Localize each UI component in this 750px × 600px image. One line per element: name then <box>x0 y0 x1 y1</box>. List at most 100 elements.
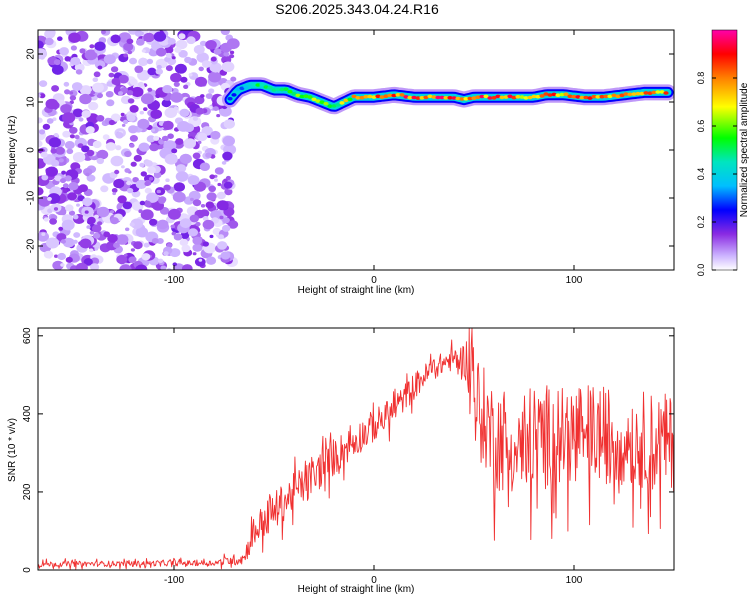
spectrogram-noise-cell <box>213 48 222 55</box>
spectrogram-noise-cell <box>170 224 176 229</box>
ridge-peak-cell <box>587 96 593 100</box>
ridge-peak-cell <box>351 94 357 99</box>
spectrogram-noise-cell <box>192 243 203 252</box>
spectrogram-noise-cell <box>200 204 206 208</box>
spectrogram-noise-cell <box>85 172 90 177</box>
spectrogram-noise-cell <box>149 143 159 152</box>
spectrogram-noise-cell <box>117 91 124 96</box>
spectrogram-noise-cell <box>56 233 67 242</box>
spectrogram-noise-cell <box>91 224 102 233</box>
spectrogram-y-axis-label: Frequency (Hz) <box>7 116 18 185</box>
spectrogram-noise-cell <box>120 112 125 117</box>
spectrogram-noise-cell <box>223 51 230 57</box>
spectrogram-noise-cell <box>164 153 178 165</box>
spectrogram-noise-cell <box>62 188 68 193</box>
spectrogram-noise-cell <box>199 40 207 47</box>
spectrogram-noise-cell <box>118 74 129 84</box>
spectrogram-noise-cell <box>58 158 64 163</box>
ridge-peak-cell <box>359 95 365 100</box>
spectrogram-noise-cell <box>171 56 176 60</box>
spectrogram-noise-cell <box>62 130 71 138</box>
spectrogram-noise-cell <box>85 126 95 134</box>
spectrogram-noise-cell <box>170 92 183 103</box>
spectrogram-noise-cell <box>195 107 205 115</box>
spectrogram-noise-cell <box>97 65 103 70</box>
spectrogram-noise-cell <box>44 37 54 46</box>
spectrogram-noise-cell <box>188 73 193 77</box>
spectrogram-noise-cell <box>46 237 60 249</box>
spectrogram-noise-cell <box>210 56 217 62</box>
spectrogram-noise-cell <box>200 94 205 98</box>
ridge-peak-cell <box>579 95 585 100</box>
spectrogram-noise-cell <box>209 234 214 239</box>
spectrogram-noise-cell <box>39 80 48 87</box>
ridge-peak-cell <box>639 91 645 96</box>
spectrogram-noise-cell <box>123 42 134 51</box>
spectrogram-noise-cell <box>133 154 142 162</box>
spectrogram-noise-cell <box>43 217 49 222</box>
ridge-peak-cell <box>623 92 629 96</box>
ridge-peak-cell <box>591 94 597 99</box>
ridge-peak-cell <box>387 93 393 98</box>
spectrogram-noise-cell <box>208 185 216 192</box>
spectrogram-noise-cell <box>147 67 157 76</box>
colorbar-gradient <box>711 29 738 271</box>
spectrogram-noise-cell <box>65 256 73 263</box>
spectrogram-noise-cell <box>76 203 80 207</box>
spectrogram-noise-cell <box>60 263 65 267</box>
spectrogram-noise-cell <box>82 197 93 207</box>
y-tick-label: 0 <box>22 567 33 573</box>
ridge-peak-cell <box>235 87 241 91</box>
spectrogram-noise-cell <box>38 231 49 242</box>
ridge-peak-cell <box>427 94 433 99</box>
spectrogram-noise-cell <box>39 93 46 99</box>
spectrogram-noise-cell <box>217 182 222 187</box>
ridge-peak-cell <box>523 96 529 100</box>
spectrogram-noise-cell <box>216 200 229 211</box>
spectrogram-noise-cell <box>139 110 144 115</box>
spectrogram-noise-cell <box>45 98 59 110</box>
spectrogram-noise-cell <box>89 44 95 49</box>
spectrogram-noise-cell <box>225 175 231 181</box>
spectrogram-noise-cell <box>179 238 189 247</box>
spectrogram-noise-cell <box>122 119 129 125</box>
spectrogram-noise-cell <box>138 209 143 214</box>
spectrogram-noise-cell <box>96 115 105 122</box>
spectrogram-noise-cell <box>83 258 93 266</box>
spectrogram-noise-cell <box>180 76 188 83</box>
spectrogram-noise-cell <box>86 149 95 157</box>
spectrogram-noise-cell <box>178 33 186 40</box>
spectrogram-noise-cell <box>89 230 95 235</box>
spectrogram-noise-cell <box>61 170 66 175</box>
ridge-peak-cell <box>287 89 293 94</box>
spectrogram-noise-cell <box>133 241 143 250</box>
spectrogram-noise-cell <box>57 36 63 41</box>
ridge-peak-cell <box>599 94 605 99</box>
ridge-peak-cell <box>323 101 329 106</box>
spectrogram-noise-cell <box>54 175 62 182</box>
spectrogram-noise-cell <box>92 140 102 149</box>
spectrogram-noise-cell <box>134 65 144 73</box>
spectrogram-noise-cell <box>68 210 76 216</box>
spectrogram-noise-cell <box>124 168 131 173</box>
spectrogram-noise-cell <box>53 207 59 211</box>
ridge-peak-cell <box>499 95 505 100</box>
spectrogram-noise-cell <box>135 264 148 270</box>
spectrogram-noise-cell <box>84 49 98 61</box>
ridge-peak-cell <box>227 96 233 101</box>
spectrogram-noise-cell <box>87 216 96 224</box>
spectrogram-noise-cell <box>59 47 69 56</box>
spectrogram-noise-cell <box>194 76 208 87</box>
spectrogram-noise-cell <box>38 140 43 148</box>
spectrogram-noise-cell <box>214 167 224 175</box>
colorbar: 0.0 0.2 0.4 0.6 0.8 Normalized spectral ampl… <box>696 29 750 276</box>
spectrogram-noise-cell <box>127 50 133 55</box>
spectrogram-noise-cell <box>126 114 136 122</box>
ridge-peak-cell <box>571 94 577 99</box>
spectrogram-noise-cell <box>73 232 81 238</box>
ridge-peak-cell <box>655 90 661 94</box>
spectrogram-noise-cell <box>202 219 215 230</box>
spectrogram-noise-cell <box>93 71 101 78</box>
